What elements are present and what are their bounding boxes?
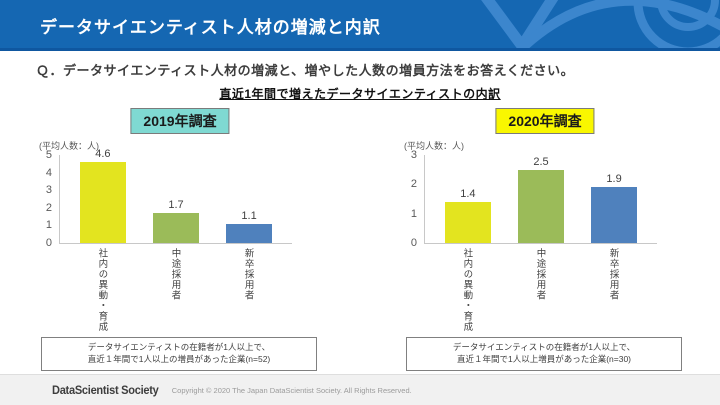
question-text: Ｑ．データサイエンティスト人材の増減と、増やした人数の増員方法をお答えください。 (36, 63, 575, 78)
chart-panel-2019: 2019年調査 (平均人数：人) 0 1 2 3 4 5 4.6 1.7 1.1 社内の異動・… (35, 108, 325, 371)
category-label: 社内の異動・育成 (461, 248, 473, 332)
x-axis-labels: 社内の異動・育成 中途採用者 新卒採用者 (59, 245, 291, 335)
category-label: 新卒採用者 (607, 248, 619, 301)
bar-1 (518, 170, 564, 243)
y-tick-label: 3 (45, 184, 52, 197)
chart-group-title: 直近1年間で増えたデータサイエンティストの内訳 (219, 87, 501, 101)
survey-year-badge: 2019年調査 (130, 108, 230, 134)
y-tick-label: 2 (45, 201, 52, 214)
chart-panel-2020: 2020年調査 (平均人数：人) 0 1 2 3 1.4 2.5 1.9 社内の異動・育成… (400, 108, 690, 371)
copyright-text: Copyright © 2020 The Japan DataScientist… (171, 385, 412, 395)
category-label: 中途採用者 (169, 248, 181, 301)
y-tick-label: 5 (45, 149, 52, 161)
page-title: データサイエンティスト人材の増減と内訳 (40, 18, 381, 37)
category-label: 新卒採用者 (242, 248, 254, 301)
axis-unit-label: (平均人数：人) (39, 141, 99, 151)
society-logo-decoration (481, 0, 720, 48)
y-tick-label: 2 (410, 178, 417, 191)
slide-footer: DataScientist Society Copyright © 2020 T… (0, 374, 720, 405)
sample-note: データサイエンティストの在籍者が1人以上で、 直近１年間で1人以上増員があった企… (406, 337, 682, 371)
y-tick-label: 3 (410, 149, 417, 161)
y-tick-label: 0 (410, 237, 417, 249)
axis-unit-label: (平均人数：人) (404, 141, 464, 151)
survey-year-badge: 2020年調査 (495, 108, 595, 134)
value-label: 1.7 (168, 199, 184, 211)
value-label: 2.5 (533, 156, 549, 168)
value-label: 1.4 (460, 188, 476, 200)
y-axis-ticks: 0 1 2 3 (400, 149, 422, 249)
plot-area: 1.4 2.5 1.9 (424, 155, 657, 244)
bar-1 (153, 213, 199, 243)
y-axis-ticks: 0 1 2 3 4 5 (35, 149, 57, 249)
y-tick-label: 1 (45, 219, 52, 232)
plot-area: 4.6 1.7 1.1 (59, 148, 292, 244)
slide-header: データサイエンティスト人材の増減と内訳 (0, 0, 720, 51)
society-logo-text: DataScientist Society (52, 383, 159, 397)
sample-note-line1: データサイエンティストの在籍者が1人以上で、 (87, 342, 271, 352)
sample-note-line2: 直近１年間で1人以上増員があった企業(n=30) (456, 354, 632, 365)
value-label: 1.9 (606, 173, 622, 185)
bar-2 (226, 224, 273, 243)
bar-0 (79, 162, 126, 243)
category-label: 中途採用者 (534, 248, 546, 301)
category-label: 社内の異動・育成 (96, 248, 108, 332)
bar-0 (444, 202, 491, 243)
y-tick-label: 0 (45, 237, 52, 249)
sample-note-line1: データサイエンティストの在籍者が1人以上で、 (452, 342, 636, 352)
y-tick-label: 1 (410, 207, 417, 220)
y-tick-label: 4 (45, 166, 52, 179)
x-axis-labels: 社内の異動・育成 中途採用者 新卒採用者 (424, 245, 656, 335)
value-label: 1.1 (241, 210, 257, 222)
bar-2 (591, 187, 638, 243)
sample-note: データサイエンティストの在籍者が1人以上で、 直近１年間で1人以上の増員があった… (41, 337, 317, 371)
value-label: 4.6 (95, 148, 111, 160)
sample-note-line2: 直近１年間で1人以上の増員があった企業(n=52) (87, 354, 271, 365)
